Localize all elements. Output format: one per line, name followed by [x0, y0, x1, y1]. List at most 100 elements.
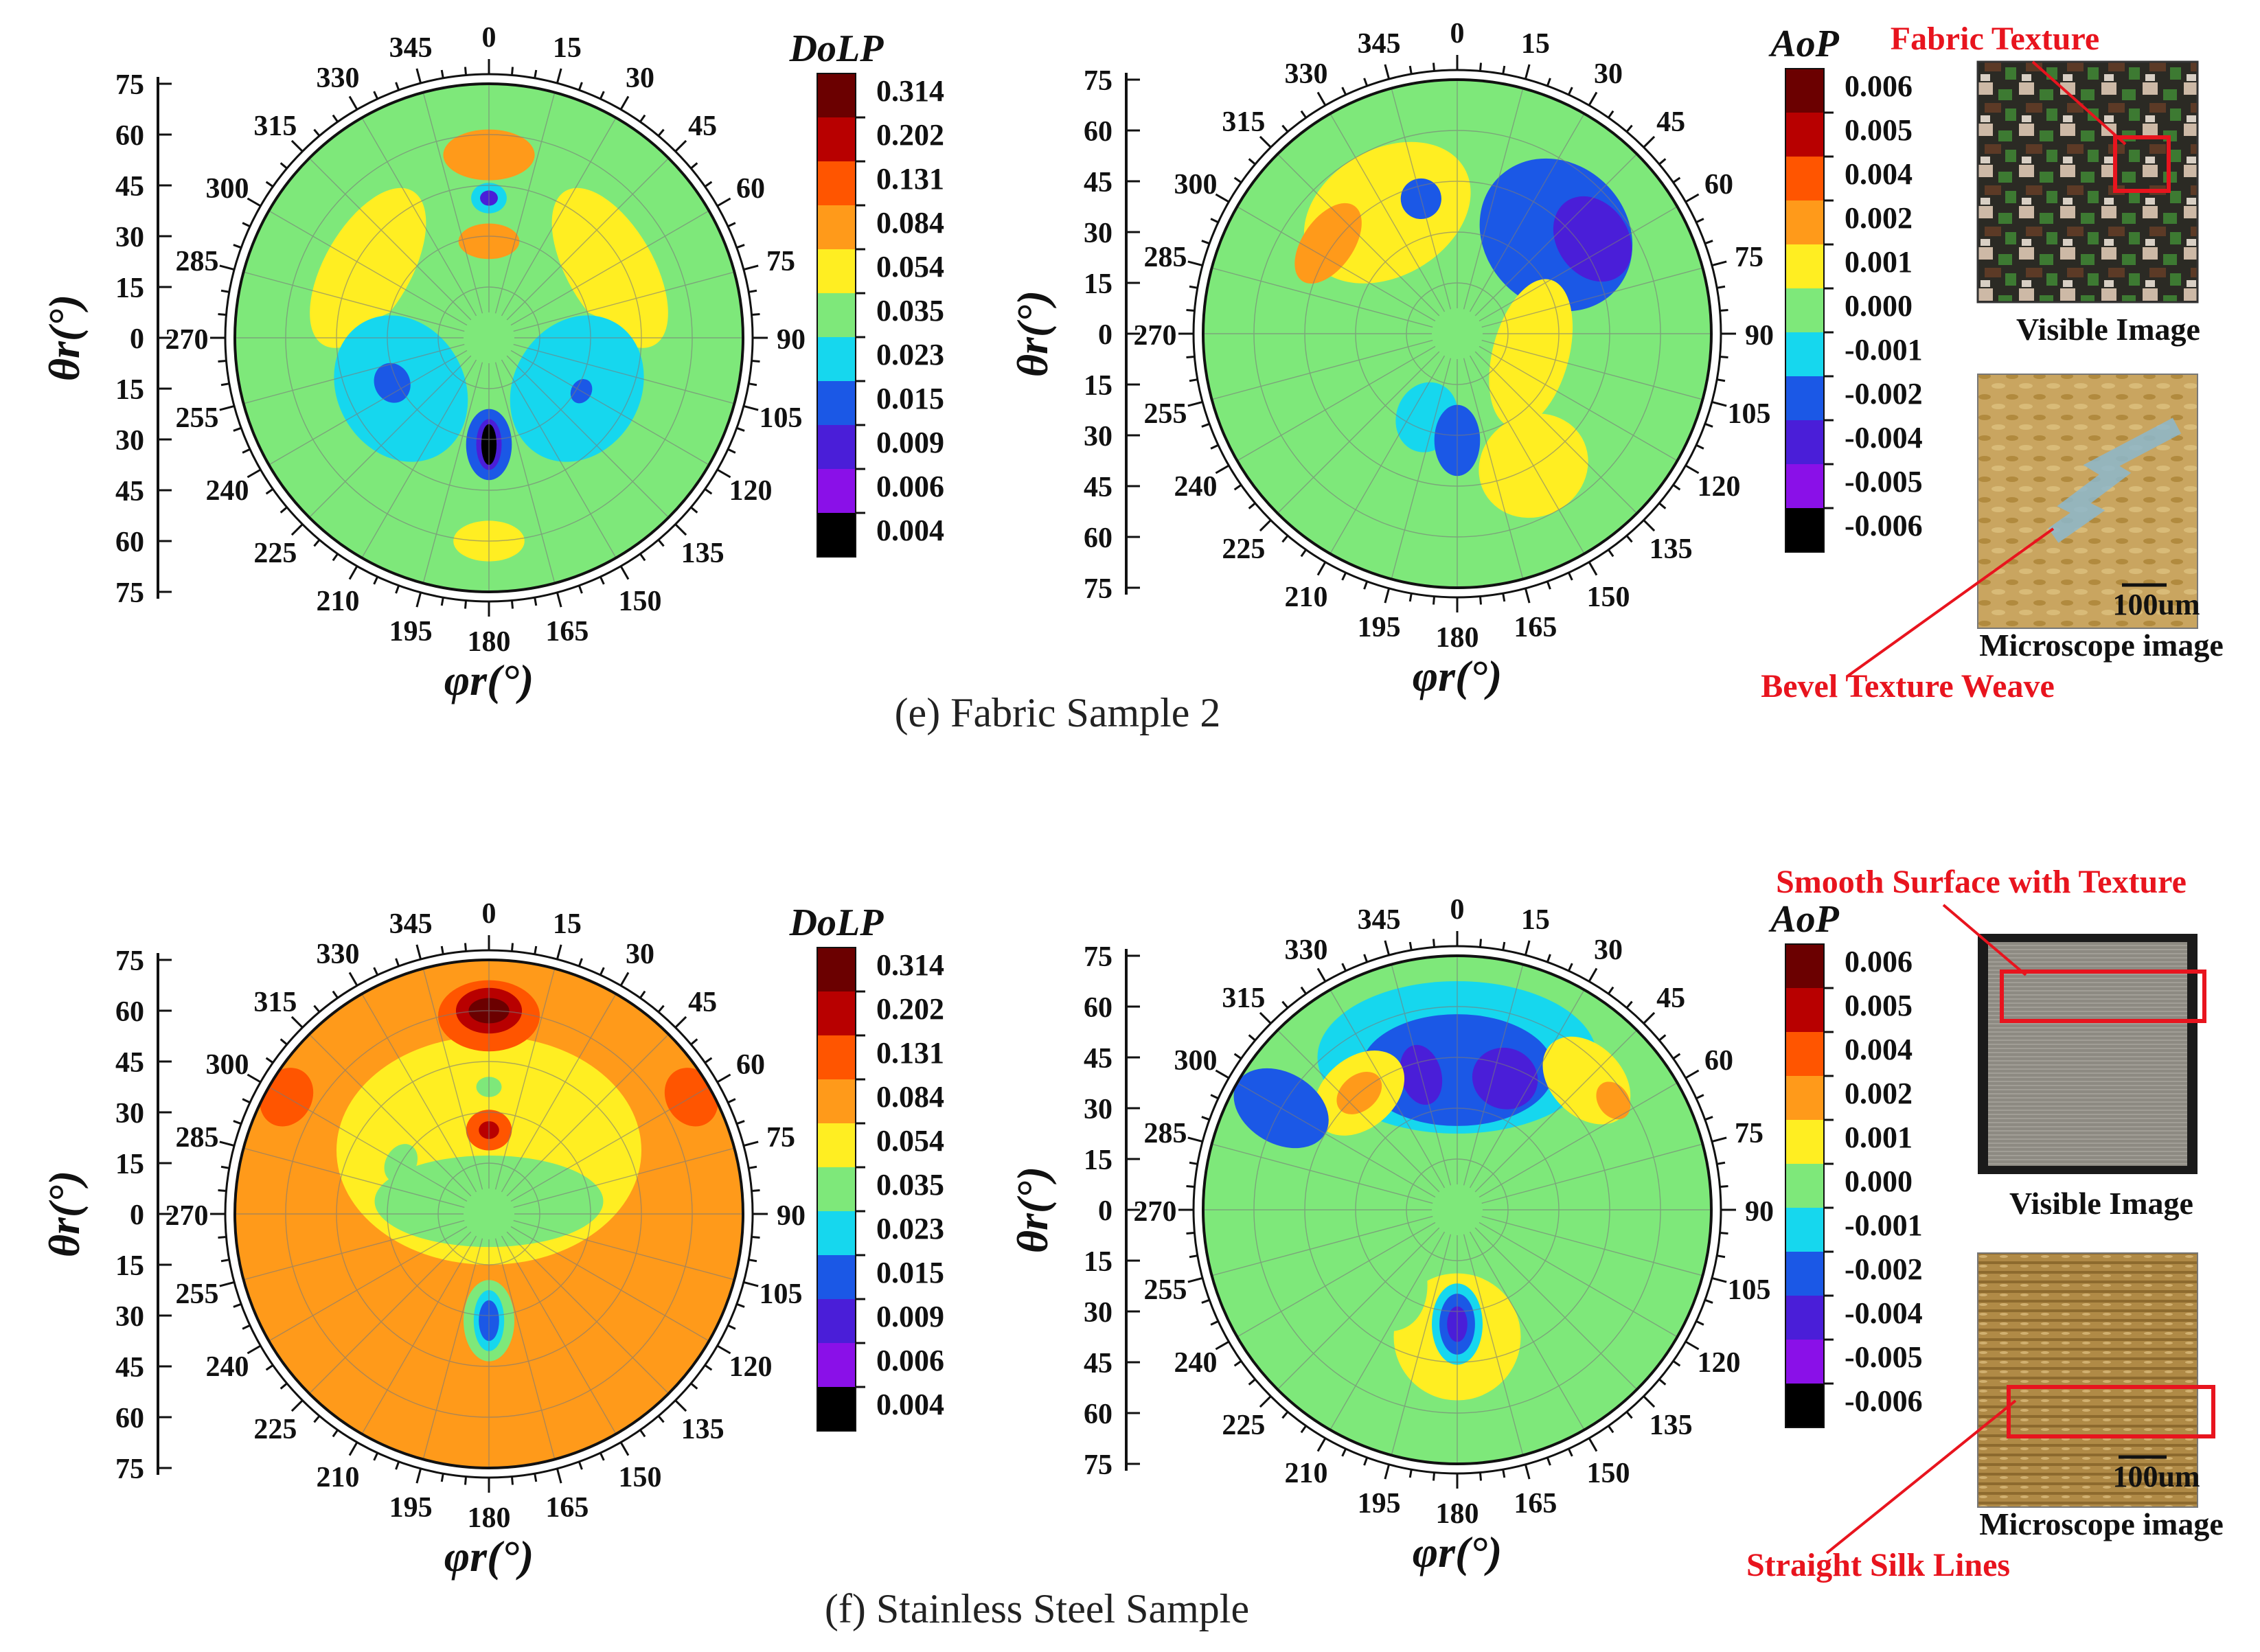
panel-e-bottom-pointer [1846, 527, 2055, 678]
angular-tick [1215, 193, 1230, 203]
angular-tick-label: 15 [553, 908, 582, 940]
grid-spoke [361, 359, 477, 558]
colorbar-tick-label: 0.023 [876, 338, 944, 371]
panel-f-bottom-pointer [1825, 1399, 2017, 1555]
panel-e-microscope-label: Microscope image [1979, 628, 2224, 663]
angular-tick [348, 1441, 358, 1456]
radial-tick-label: 15 [115, 1149, 144, 1180]
colorbar-swatch [1785, 1120, 1824, 1164]
outer-ring [1202, 78, 1713, 589]
colorbar-tick-label: 0.005 [1845, 989, 1913, 1022]
grid-spoke [1481, 1215, 1703, 1276]
angular-tick-label: 345 [389, 32, 433, 64]
angular-tick [279, 506, 288, 514]
angular-tick [242, 1324, 251, 1330]
colorbar-tick-label: 0.002 [1845, 1077, 1913, 1110]
angular-tick [1479, 1472, 1483, 1481]
grid-spoke [1479, 1082, 1678, 1198]
angular-tick-label: 120 [1698, 471, 1741, 503]
angular-tick [242, 222, 251, 228]
angular-tick-label: 105 [760, 1278, 803, 1310]
grid-spoke [422, 968, 483, 1190]
angular-tick [1625, 535, 1633, 543]
colorbar-swatch [817, 1035, 856, 1079]
y-axis-label: θr(°) [1008, 290, 1057, 377]
angular-tick-label: 120 [729, 1351, 773, 1383]
grid-spoke [1211, 1143, 1433, 1204]
radial-tick-label: 60 [115, 996, 144, 1028]
grid-spoke [308, 157, 472, 321]
angular-tick-label: 240 [205, 1351, 249, 1383]
grid-spoke [1329, 1231, 1446, 1430]
angular-tick [1363, 581, 1369, 590]
panel-f-bottom-annotation: Straight Silk Lines [1746, 1547, 2010, 1583]
grid-spoke [506, 157, 670, 321]
angular-tick-label: 45 [688, 111, 717, 142]
angular-tick [1187, 260, 1203, 267]
colorbar-tick-label: 0.004 [876, 514, 944, 547]
colorbar-tick-label: -0.005 [1845, 465, 1923, 498]
angular-tick [247, 1344, 262, 1355]
angular-tick [220, 289, 230, 293]
angular-tick [1210, 444, 1219, 450]
angular-tick-label: 135 [1650, 1410, 1693, 1441]
angular-tick [313, 1005, 321, 1013]
angular-tick-label: 300 [1174, 1045, 1217, 1077]
colorbar-swatch [817, 469, 856, 513]
angular-tick [395, 1461, 400, 1470]
angular-tick [1479, 939, 1483, 948]
angular-tick-label: 270 [165, 324, 209, 356]
angular-tick [1625, 1411, 1633, 1419]
angular-tick-label: 60 [736, 173, 765, 205]
angular-tick [279, 1382, 288, 1390]
angular-tick [440, 597, 444, 606]
angular-tick [332, 114, 339, 123]
angular-tick [1281, 535, 1289, 543]
angular-tick-label: 210 [317, 586, 360, 617]
angular-tick [1625, 1000, 1633, 1009]
angular-tick [1281, 1000, 1289, 1009]
angular-tick-label: 150 [619, 1462, 662, 1493]
angular-tick [247, 197, 262, 207]
colorbar-swatch [817, 1079, 856, 1123]
contour-region [374, 1155, 604, 1248]
angular-tick [727, 448, 736, 454]
angular-tick [1248, 1034, 1256, 1042]
angular-tick [1716, 1161, 1726, 1165]
outer-ring [233, 959, 744, 1469]
angular-tick [464, 600, 468, 609]
radial-tick-label: 60 [115, 527, 144, 558]
angular-tick [313, 539, 321, 547]
grid-spoke [1329, 355, 1446, 554]
colorbar-tick-label: -0.001 [1845, 333, 1923, 367]
grid-spoke [510, 210, 709, 326]
angular-tick [1341, 963, 1347, 972]
angular-tick [1384, 64, 1391, 80]
angular-tick [716, 1344, 731, 1355]
polar-plot-f-dolp: 0 153045607590105120135150165180195210225… [40, 898, 944, 1581]
grid-spoke [1391, 358, 1452, 580]
angular-tick [1363, 954, 1369, 963]
angular-tick [1711, 1276, 1727, 1283]
radial-axis: 75 60 45 30 15 0 15 30 45 60 75 θr(°) [40, 69, 172, 609]
angular-tick-label: 150 [1587, 1458, 1630, 1489]
x-axis-label: φr(°) [444, 1532, 534, 1581]
colorbar-tick-label: 0.005 [1845, 113, 1913, 147]
angular-tick [1524, 940, 1531, 956]
angular-tick-label: 0 [482, 22, 496, 54]
angular-tick [727, 1098, 736, 1104]
x-axis-label: φr(°) [1413, 1528, 1503, 1576]
radial-tick-label: 60 [115, 120, 144, 152]
angular-tick [290, 1016, 304, 1029]
angular-tick [1672, 176, 1681, 183]
angular-tick-label: 180 [468, 626, 511, 658]
angular-tick [639, 114, 646, 123]
angular-tick-label: 270 [1134, 320, 1177, 352]
colorbar-tick-label: 0.004 [1845, 1033, 1913, 1066]
angular-tick [1363, 78, 1369, 87]
angular-tick [534, 945, 538, 955]
angular-tick-label: 285 [1143, 242, 1187, 273]
grid-spoke [308, 1033, 472, 1197]
angular-tick [727, 222, 736, 228]
colorbar-swatch [1785, 1032, 1824, 1076]
